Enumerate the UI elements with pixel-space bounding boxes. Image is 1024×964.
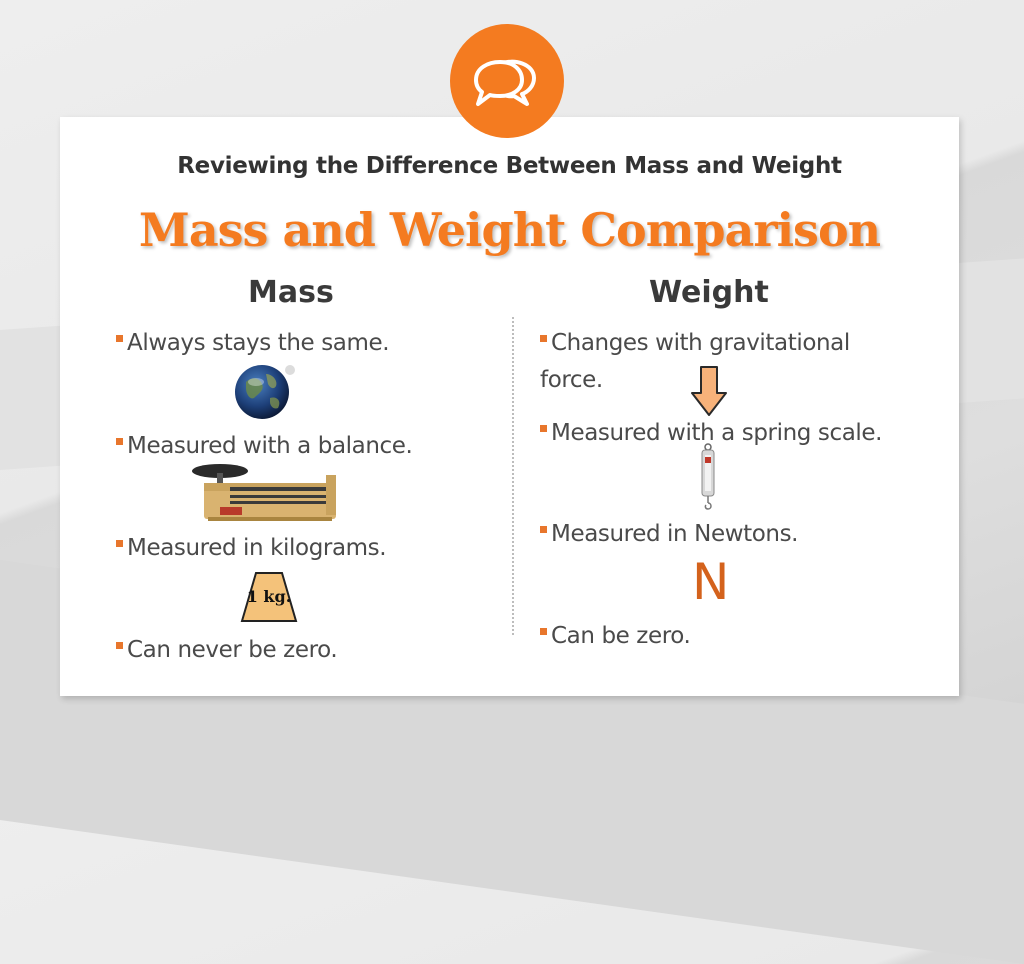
weight-bullet-text: Measured with a spring scale. (551, 420, 883, 446)
weight-bullet-4: Can be zero. (540, 618, 691, 655)
weight-bullet-text: Can be zero. (551, 623, 691, 649)
weight-bullet-2: Measured with a spring scale. (540, 415, 882, 452)
page-subtitle: Reviewing the Difference Between Mass an… (177, 153, 842, 179)
earth-icon (232, 360, 298, 424)
mass-bullet-text: Always stays the same. (127, 330, 390, 356)
spring-scale-icon (698, 443, 718, 515)
logo-circle (450, 24, 564, 138)
content-card: Reviewing the Difference Between Mass an… (60, 117, 959, 696)
down-arrow-icon (690, 365, 728, 421)
weight-bullet-text: Measured in Newtons. (551, 521, 799, 547)
mass-bullet-text: Measured in kilograms. (127, 535, 387, 561)
weight-heading: Weight (649, 275, 769, 310)
chat-bubbles-icon (474, 59, 536, 106)
mass-bullet-3: Measured in kilograms. (116, 530, 387, 567)
bullet-square-icon (540, 526, 547, 533)
mass-bullet-text: Can never be zero. (127, 637, 338, 663)
bullet-square-icon (116, 335, 123, 342)
mass-bullet-2: Measured with a balance. (116, 428, 413, 465)
bullet-square-icon (540, 628, 547, 635)
weight-bullet-1: Changes with gravitational force. (540, 325, 900, 399)
kilogram-weight-icon: 1 kg. (238, 569, 300, 625)
bullet-square-icon (540, 335, 547, 342)
bullet-square-icon (116, 438, 123, 445)
bullet-square-icon (540, 425, 547, 432)
column-divider (512, 317, 514, 635)
mass-heading: Mass (248, 275, 334, 310)
newton-symbol: N (692, 553, 730, 611)
bullet-square-icon (116, 540, 123, 547)
mass-bullet-text: Measured with a balance. (127, 433, 413, 459)
triple-beam-balance-icon (190, 461, 340, 527)
page-title: Mass and Weight Comparison (138, 203, 881, 257)
mass-bullet-1: Always stays the same. (116, 325, 390, 362)
mass-bullet-4: Can never be zero. (116, 632, 338, 669)
bullet-square-icon (116, 642, 123, 649)
weight-bullet-3: Measured in Newtons. (540, 516, 798, 553)
weight-bullet-text: Changes with gravitational force. (540, 330, 850, 393)
kilogram-label: 1 kg. (246, 587, 292, 606)
